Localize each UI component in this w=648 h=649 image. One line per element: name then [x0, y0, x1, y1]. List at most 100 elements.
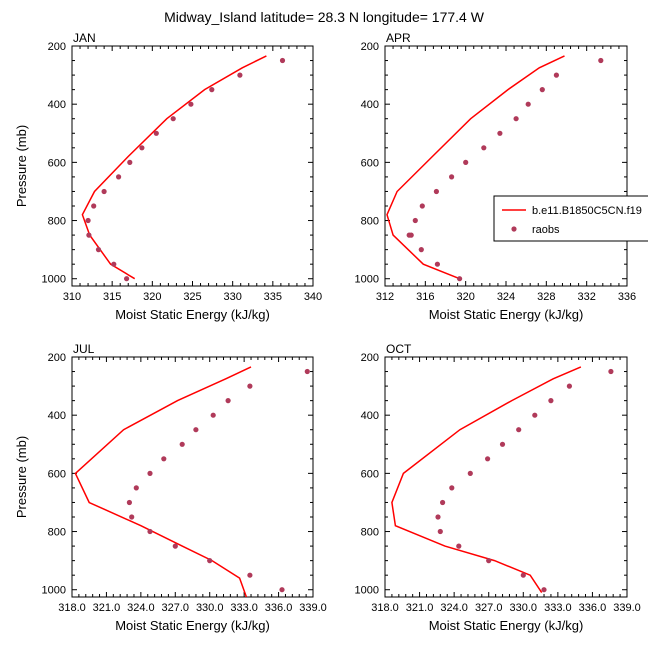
raobs-point: [520, 572, 526, 578]
y-tick-label: 600: [361, 468, 379, 480]
raobs-point: [456, 543, 462, 549]
x-tick-label: 324.0: [127, 602, 155, 614]
y-axis-label: Pressure (mb): [14, 436, 29, 518]
raobs-point: [418, 247, 424, 253]
y-tick-label: 400: [48, 99, 66, 111]
raobs-point: [435, 514, 441, 520]
x-tick-label: 335: [264, 291, 282, 303]
raobs-point: [193, 427, 199, 433]
y-tick-label: 400: [361, 410, 379, 422]
raobs-point: [553, 72, 560, 78]
x-tick-label: 316: [416, 291, 434, 303]
legend-label-model: b.e11.B1850C5CN.f19: [532, 205, 642, 217]
raobs-point: [172, 543, 178, 549]
y-tick-label: 200: [361, 352, 379, 364]
panel-jan: JAN 310 315 320 325 330 335 340 200 400 600 800 1000…: [14, 31, 322, 322]
x-tick-label: 339.0: [613, 602, 641, 614]
panels: JAN 310 315 320 325 330 335 340 200 400 600 800 1000…: [14, 31, 641, 633]
raobs-point: [210, 412, 216, 418]
x-tick-label: 330: [223, 291, 241, 303]
x-tick-label: 318.0: [371, 602, 399, 614]
raobs-point: [532, 412, 538, 418]
raobs-point: [129, 514, 135, 520]
y-tick-label: 400: [48, 410, 66, 422]
x-tick-label: 321.0: [93, 602, 121, 614]
raobs-point: [481, 145, 487, 151]
raobs-point: [412, 217, 418, 224]
raobs-point: [437, 528, 443, 535]
figure-title: Midway_Island latitude= 28.3 N longitude…: [164, 9, 485, 25]
x-axis-label: Moist Static Energy (kJ/kg): [429, 307, 584, 322]
raobs-point: [237, 72, 243, 78]
y-tick-label: 1000: [355, 585, 379, 597]
y-tick-label: 1000: [355, 274, 379, 286]
raobs-point: [516, 427, 522, 433]
x-tick-label: 324: [497, 291, 515, 303]
y-tick-label: 800: [361, 527, 379, 539]
raobs-point: [279, 57, 286, 64]
y-axis-label: Pressure (mb): [14, 125, 29, 207]
y-tick-label: 200: [48, 41, 66, 53]
raobs-point: [433, 188, 439, 195]
raobs-point: [440, 499, 446, 506]
panel-apr: APR 312 316 320 324 328 332 336 200 400 600 800 1000…: [355, 31, 637, 322]
raobs-point: [95, 247, 102, 253]
panel-title: OCT: [386, 342, 412, 356]
raobs-point: [153, 130, 159, 136]
x-tick-label: 339.0: [299, 602, 327, 614]
raobs-point: [467, 470, 473, 476]
x-tick-label: 325: [183, 291, 201, 303]
y-tick-label: 600: [48, 468, 66, 480]
model-profile-line: [391, 366, 582, 594]
x-tick-label: 327.0: [162, 602, 190, 614]
legend-label-raobs: raobs: [532, 224, 560, 236]
x-tick-label: 330.0: [510, 602, 538, 614]
raobs-point: [608, 368, 614, 375]
x-tick-label: 324.0: [440, 602, 468, 614]
plot-frame: [71, 45, 314, 287]
model-profile-line: [74, 366, 252, 597]
raobs-point: [225, 398, 231, 404]
raobs-point: [133, 485, 139, 491]
x-tick-label: 320: [143, 291, 161, 303]
panel-title: JUL: [73, 342, 95, 356]
y-tick-label: 400: [361, 99, 379, 111]
y-tick-label: 600: [48, 157, 66, 169]
x-tick-label: 328: [537, 291, 555, 303]
x-tick-label: 330.0: [196, 602, 224, 614]
raobs-point: [91, 203, 97, 209]
raobs-point: [406, 232, 412, 238]
x-tick-label: 332: [577, 291, 595, 303]
x-axis-label: Moist Static Energy (kJ/kg): [115, 618, 270, 633]
raobs-point: [247, 572, 253, 578]
model-profile-line: [81, 55, 267, 280]
raobs-point: [499, 441, 506, 447]
raobs-point: [86, 232, 92, 238]
raobs-point: [279, 587, 285, 593]
raobs-point: [161, 456, 167, 462]
raobs-point: [457, 276, 463, 282]
raobs-point: [463, 159, 469, 165]
x-tick-label: 340: [304, 291, 322, 303]
raobs-point: [513, 116, 519, 122]
x-tick-label: 318.0: [58, 602, 86, 614]
raobs-point: [485, 456, 491, 462]
raobs-point: [541, 587, 547, 593]
y-tick-label: 1000: [42, 274, 66, 286]
raobs-point: [127, 159, 133, 165]
raobs-point: [247, 383, 253, 389]
x-tick-label: 333.0: [544, 602, 572, 614]
x-tick-label: 315: [103, 291, 121, 303]
x-tick-label: 320: [456, 291, 474, 303]
raobs-point: [101, 188, 107, 195]
raobs-point: [124, 276, 130, 282]
raobs-point: [304, 368, 310, 375]
legend-box: [493, 195, 648, 242]
raobs-point: [566, 383, 573, 389]
raobs-point: [449, 485, 455, 491]
x-tick-label: 336: [618, 291, 636, 303]
raobs-point: [434, 261, 440, 267]
raobs-point: [179, 441, 185, 447]
raobs-point: [525, 101, 531, 107]
